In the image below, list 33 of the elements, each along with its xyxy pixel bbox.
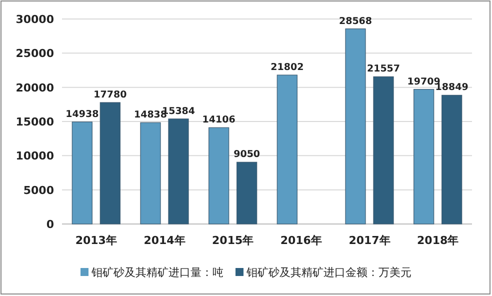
- data-label: 9050: [234, 149, 260, 160]
- bar: [442, 94, 462, 224]
- x-tick-label: 2015年: [212, 234, 254, 247]
- y-tick-label: 5000: [23, 184, 54, 197]
- bar: [345, 28, 366, 224]
- y-tick-label: 30000: [16, 13, 54, 26]
- legend-label: 钼矿砂及其精矿进口量：吨: [90, 266, 224, 279]
- bar: [373, 76, 394, 224]
- data-label: 14938: [66, 108, 100, 120]
- x-tick-label: 2013年: [75, 234, 117, 247]
- x-tick-label: 2016年: [280, 234, 322, 247]
- x-tick-label: 2017年: [348, 234, 390, 247]
- y-tick-label: 20000: [16, 81, 54, 94]
- data-label: 21802: [270, 62, 304, 74]
- x-tick-label: 2018年: [417, 234, 459, 247]
- bar: [208, 127, 230, 224]
- bar: [236, 162, 258, 224]
- bar: [276, 74, 298, 224]
- y-tick-label: 15000: [16, 116, 54, 128]
- y-tick-label: 10000: [16, 150, 54, 163]
- data-label: 14106: [202, 114, 236, 126]
- bar: [72, 122, 92, 224]
- y-tick-label: 0: [46, 218, 54, 231]
- bar: [100, 102, 120, 224]
- data-label: 28568: [338, 16, 372, 27]
- legend-label: 钼矿砂及其精矿进口金额：万美元: [246, 266, 412, 279]
- bar: [168, 118, 189, 224]
- data-label: 21557: [366, 64, 400, 75]
- y-tick-label: 25000: [16, 47, 54, 60]
- data-label: 17780: [94, 90, 128, 101]
- bar: [414, 89, 434, 224]
- bar: [140, 122, 161, 224]
- x-tick-label: 2014年: [144, 234, 186, 247]
